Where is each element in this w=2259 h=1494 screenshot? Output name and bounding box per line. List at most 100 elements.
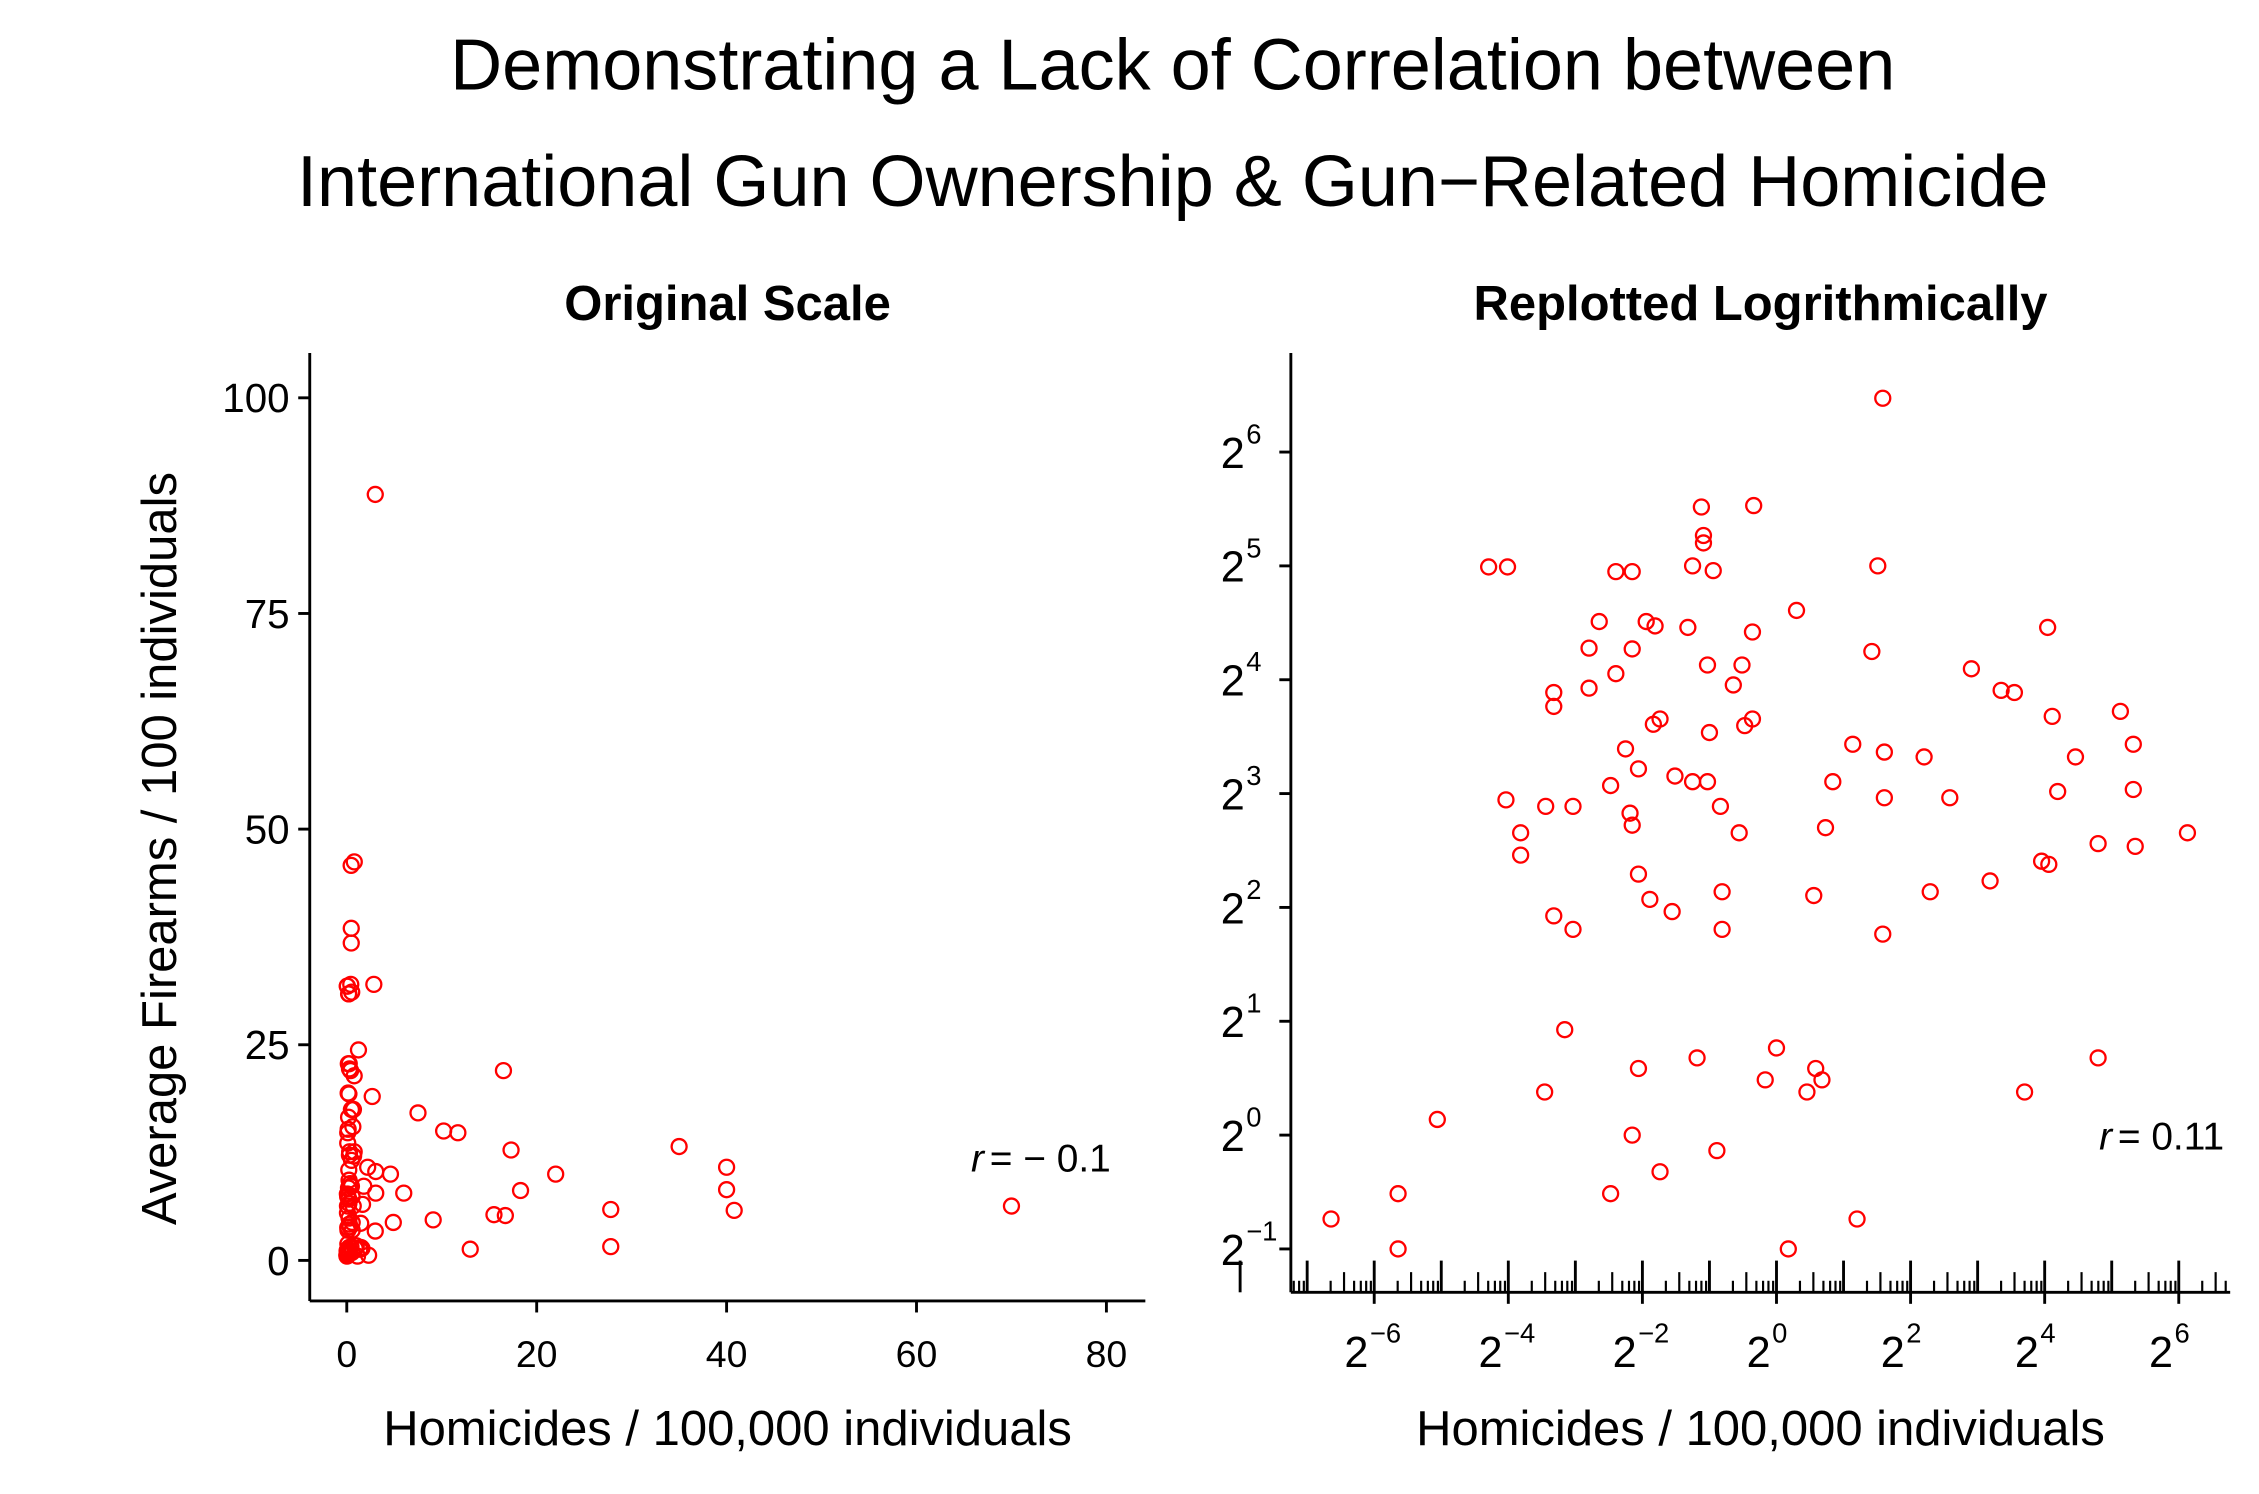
data-point bbox=[1692, 498, 1711, 516]
data-point bbox=[502, 1141, 520, 1159]
data-point bbox=[344, 1100, 363, 1119]
figure-title-line: International Gun Ownership & Gun−Relate… bbox=[297, 142, 2048, 222]
y-tick-label: 2 bbox=[1221, 999, 1245, 1047]
data-point bbox=[2040, 855, 2058, 873]
data-point bbox=[1607, 562, 1625, 581]
y-tick-label: 2 bbox=[1221, 885, 1245, 933]
data-point bbox=[1863, 642, 1881, 661]
data-point bbox=[1601, 776, 1620, 795]
data-point bbox=[1623, 640, 1641, 658]
x-tick-exponent: 0 bbox=[1772, 1318, 1787, 1349]
data-point bbox=[2015, 1083, 2034, 1101]
data-point bbox=[1679, 618, 1697, 637]
data-point bbox=[2066, 748, 2085, 766]
data-point bbox=[1646, 617, 1664, 635]
data-point bbox=[1607, 665, 1625, 683]
data-point bbox=[1874, 389, 1892, 407]
data-point bbox=[1641, 890, 1659, 909]
x-tick-label: 2 bbox=[1478, 1329, 1502, 1377]
data-point bbox=[1711, 797, 1730, 816]
data-point bbox=[1874, 925, 1892, 943]
y-tick-label: 2 bbox=[1221, 544, 1245, 592]
panel-title: Replotted Logrithmically bbox=[1473, 277, 2047, 331]
x-tick-label: 2 bbox=[2149, 1329, 2173, 1377]
data-point bbox=[2178, 824, 2197, 842]
data-point bbox=[349, 1041, 368, 1059]
y-tick-exponent: −1 bbox=[1246, 1215, 1277, 1246]
data-point bbox=[343, 983, 361, 1001]
data-point bbox=[1545, 907, 1563, 925]
panel-title: Original Scale bbox=[564, 277, 891, 331]
y-tick-exponent: 4 bbox=[1246, 646, 1261, 677]
x-tick-label: 2 bbox=[1747, 1329, 1771, 1377]
data-point bbox=[1428, 1110, 1446, 1129]
data-point bbox=[1875, 789, 1894, 807]
data-point bbox=[1915, 748, 1933, 766]
data-point bbox=[494, 1061, 513, 1080]
x-axis-label: Homicides / 100,000 individuals bbox=[383, 1402, 1072, 1456]
x-tick-label: 80 bbox=[1086, 1333, 1128, 1375]
data-point bbox=[1962, 660, 1981, 678]
data-point bbox=[1816, 819, 1835, 837]
data-point bbox=[1694, 534, 1713, 552]
data-point bbox=[1981, 872, 1999, 890]
data-point bbox=[338, 1197, 357, 1215]
data-point bbox=[1537, 797, 1555, 816]
data-point bbox=[1724, 676, 1742, 694]
x-axis-label: Homicides / 100,000 individuals bbox=[1416, 1402, 2105, 1456]
y-axis-label: Average Firearms / 100 individuals bbox=[133, 472, 187, 1225]
data-point bbox=[1733, 656, 1751, 674]
x-tick-label: 20 bbox=[516, 1333, 558, 1375]
y-tick-exponent: 3 bbox=[1246, 760, 1261, 791]
data-point bbox=[461, 1240, 479, 1258]
data-point bbox=[1511, 824, 1530, 842]
data-point bbox=[344, 1118, 362, 1136]
data-point bbox=[1623, 1126, 1641, 1144]
data-point bbox=[342, 856, 360, 874]
data-point bbox=[1389, 1240, 1407, 1258]
data-point bbox=[342, 1151, 361, 1169]
data-point bbox=[1666, 767, 1684, 785]
annotation-symbol: r bbox=[971, 1137, 986, 1180]
data-point bbox=[2005, 683, 2024, 702]
data-point bbox=[1564, 920, 1582, 938]
y-tick-label: 2 bbox=[1221, 1113, 1245, 1161]
data-point bbox=[1663, 902, 1681, 921]
x-tick-exponent: −6 bbox=[1370, 1318, 1401, 1349]
data-point bbox=[1629, 760, 1648, 778]
annotation: = − 0.1 bbox=[990, 1137, 1111, 1180]
data-point bbox=[1730, 824, 1748, 842]
data-point bbox=[1700, 723, 1719, 742]
data-point bbox=[1921, 883, 1939, 901]
data-point bbox=[1497, 791, 1515, 809]
data-point bbox=[1590, 612, 1608, 631]
y-tick-label: 25 bbox=[245, 1022, 290, 1068]
data-point bbox=[1511, 846, 1530, 864]
data-point bbox=[342, 975, 360, 994]
data-point bbox=[1704, 561, 1722, 580]
data-point bbox=[424, 1211, 442, 1229]
data-point bbox=[1623, 562, 1641, 581]
data-point bbox=[1844, 735, 1862, 753]
data-point bbox=[359, 1246, 378, 1264]
y-tick-label: 2 bbox=[1221, 1227, 1245, 1275]
data-point bbox=[409, 1104, 427, 1122]
data-point bbox=[1616, 740, 1635, 758]
data-point bbox=[366, 485, 384, 504]
data-point bbox=[485, 1206, 503, 1224]
data-point bbox=[1322, 1210, 1340, 1228]
data-point bbox=[2124, 735, 2142, 753]
y-tick-exponent: 1 bbox=[1246, 988, 1261, 1019]
y-tick-label: 75 bbox=[245, 591, 290, 637]
data-point bbox=[366, 1222, 384, 1240]
data-point bbox=[2111, 702, 2130, 720]
y-tick-exponent: 2 bbox=[1246, 874, 1261, 905]
y-tick-label: 50 bbox=[245, 807, 290, 853]
data-point bbox=[345, 1067, 363, 1085]
data-point bbox=[1824, 773, 1842, 791]
x-tick-exponent: 4 bbox=[2040, 1318, 2055, 1349]
data-point bbox=[1756, 1071, 1774, 1089]
x-tick-label: 2 bbox=[1881, 1329, 1905, 1377]
data-point bbox=[1498, 558, 1517, 576]
